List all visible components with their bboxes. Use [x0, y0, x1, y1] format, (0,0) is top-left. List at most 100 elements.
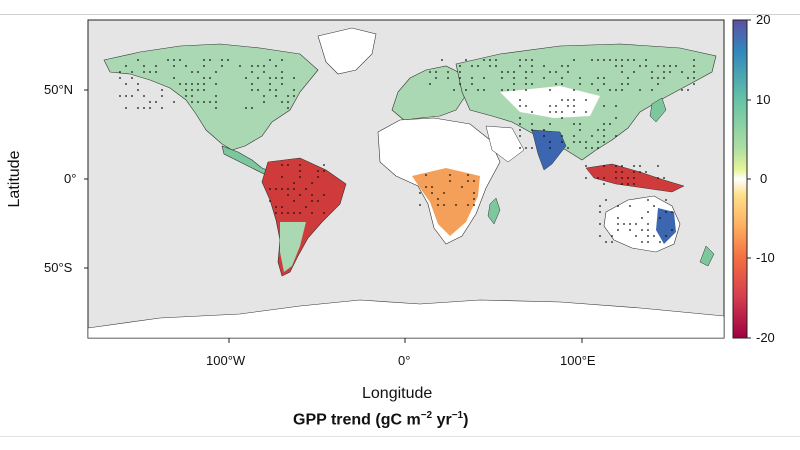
significance-dot: [567, 65, 569, 67]
significance-dot: [531, 71, 533, 73]
significance-dot: [591, 135, 593, 137]
significance-dot: [311, 182, 313, 184]
y-tick-label-0: 0°: [64, 171, 77, 186]
significance-dot: [603, 59, 605, 61]
significance-dot: [561, 99, 563, 101]
significance-dot: [519, 99, 521, 101]
significance-dot: [449, 180, 451, 182]
significance-dot: [519, 59, 521, 61]
significance-dot: [269, 188, 271, 190]
significance-dot: [131, 95, 133, 97]
significance-dot: [525, 77, 527, 79]
significance-dot: [125, 107, 127, 109]
significance-dot: [657, 165, 659, 167]
significance-dot: [185, 89, 187, 91]
significance-dot: [615, 171, 617, 173]
significance-dot: [561, 117, 563, 119]
significance-dot: [651, 71, 653, 73]
significance-dot: [675, 65, 677, 67]
significance-dot: [419, 192, 421, 194]
japan: [649, 97, 667, 123]
significance-dot: [227, 59, 229, 61]
significance-dot: [615, 65, 617, 67]
significance-dot: [617, 217, 619, 219]
significance-dot: [513, 71, 515, 73]
significance-dot: [281, 212, 283, 214]
significance-dot: [459, 77, 461, 79]
significance-dot: [633, 183, 635, 185]
significance-dot: [647, 241, 649, 243]
significance-dot: [647, 235, 649, 237]
y-tick-label-50n: 50°N: [44, 82, 74, 97]
significance-dot: [561, 65, 563, 67]
significance-dot: [555, 83, 557, 85]
significance-dot: [447, 77, 449, 79]
significance-dot: [531, 65, 533, 67]
significance-dot: [657, 177, 659, 179]
significance-dot: [483, 89, 485, 91]
significance-dot: [573, 59, 575, 61]
north-america: [103, 43, 319, 151]
significance-dot: [635, 235, 637, 237]
significance-dot: [473, 180, 475, 182]
significance-dot: [143, 107, 145, 109]
significance-dot: [251, 89, 253, 91]
significance-dot: [549, 123, 551, 125]
significance-dot: [209, 77, 211, 79]
significance-dot: [161, 89, 163, 91]
significance-dot: [203, 65, 205, 67]
significance-dot: [263, 65, 265, 67]
significance-dot: [473, 204, 475, 206]
significance-dot: [257, 77, 259, 79]
significance-dot: [305, 188, 307, 190]
significance-dot: [287, 101, 289, 103]
significance-dot: [623, 223, 625, 225]
significance-dot: [215, 95, 217, 97]
significance-dot: [431, 186, 433, 188]
significance-dot: [573, 89, 575, 91]
significance-dot: [197, 89, 199, 91]
significance-dot: [519, 117, 521, 119]
significance-dot: [455, 204, 457, 206]
significance-dot: [567, 105, 569, 107]
significance-dot: [621, 59, 623, 61]
significance-dot: [555, 105, 557, 107]
significance-dot: [245, 77, 247, 79]
significance-dot: [519, 135, 521, 137]
significance-dot: [621, 83, 623, 85]
significance-dot: [543, 129, 545, 131]
significance-dot: [257, 65, 259, 67]
india: [531, 129, 567, 171]
significance-dot: [137, 107, 139, 109]
significance-dot: [173, 77, 175, 79]
significance-dot: [179, 83, 181, 85]
significance-dot: [641, 217, 643, 219]
significance-dot: [161, 107, 163, 109]
significance-dot: [275, 89, 277, 91]
significance-dot: [489, 65, 491, 67]
significance-dot: [287, 95, 289, 97]
significance-dot: [323, 164, 325, 166]
significance-dot: [149, 107, 151, 109]
significance-dot: [251, 65, 253, 67]
significance-dot: [615, 135, 617, 137]
significance-dot: [573, 111, 575, 113]
significance-dot: [621, 183, 623, 185]
significance-dot: [647, 229, 649, 231]
significance-dot: [437, 198, 439, 200]
significance-dot: [167, 59, 169, 61]
significance-dot: [293, 212, 295, 214]
significance-dot: [621, 177, 623, 179]
significance-dot: [221, 65, 223, 67]
significance-dot: [531, 147, 533, 149]
significance-dot: [603, 165, 605, 167]
significance-dot: [525, 71, 527, 73]
significance-dot: [567, 71, 569, 73]
x-axis-label: Longitude: [362, 385, 433, 402]
significance-dot: [665, 211, 667, 213]
significance-dot: [645, 59, 647, 61]
significance-dot: [687, 89, 689, 91]
significance-dot: [573, 141, 575, 143]
significance-dot: [185, 95, 187, 97]
title-prefix: GPP trend (gC m: [293, 411, 421, 429]
